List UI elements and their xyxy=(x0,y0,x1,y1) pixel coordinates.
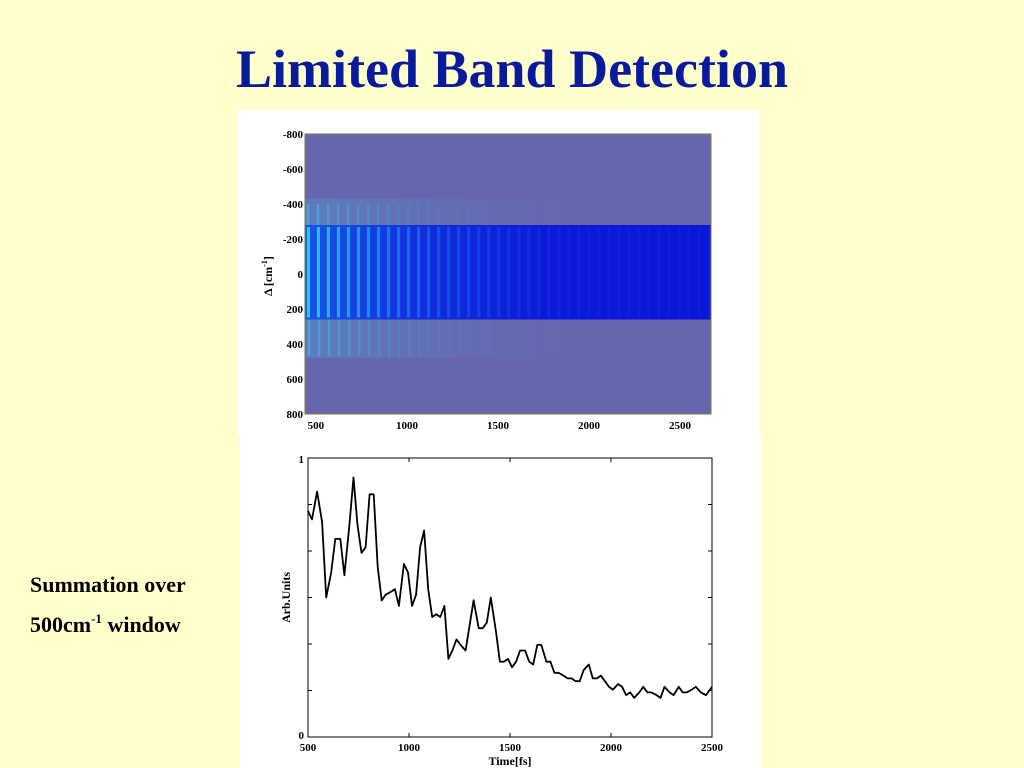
line-x-tick-label: 1500 xyxy=(499,742,522,754)
heatmap-x-tick-label: 500 xyxy=(308,420,325,432)
heatmap-y-tick-label: 400 xyxy=(287,339,304,351)
heatmap-y-tick-label: 200 xyxy=(287,304,304,316)
line-y-tick-label: 1 xyxy=(299,454,305,466)
summation-label-line1: Summation over xyxy=(30,572,186,597)
heatmap-x-tick-label: 1000 xyxy=(396,420,419,432)
line-y-axis-label: Arb.Units xyxy=(279,572,293,623)
summation-label: Summation over 500cm-1 window xyxy=(30,568,186,642)
heatmap-x-tick-label: 2000 xyxy=(578,420,601,432)
line-plot-frame xyxy=(307,457,713,738)
line-series xyxy=(307,476,713,699)
summation-label-prefix: 500cm xyxy=(30,612,92,637)
heatmap-y-tick-label: 600 xyxy=(287,374,304,386)
line-x-tick-label: 2000 xyxy=(600,742,623,754)
heatmap-x-tick-label: 2500 xyxy=(669,420,692,432)
line-chart-panel: 500 1000 1500 2000 2500 0 1 Time[fs] Arb.Units xyxy=(240,435,762,768)
line-y-tick-label: 0 xyxy=(299,730,305,742)
heatmap-frame xyxy=(304,133,712,415)
heatmap-panel: -800 -600 -400 -200 0 200 400 600 800 500 1000 1500… xyxy=(238,110,760,435)
heatmap-y-tick-label: 800 xyxy=(287,409,304,421)
heatmap-upper-glow xyxy=(305,198,711,225)
heatmap-lower-glow xyxy=(305,319,711,358)
summation-label-suffix: window xyxy=(101,612,181,637)
line-x-tick-label: 2500 xyxy=(701,742,724,754)
heatmap-y-tick-label: -200 xyxy=(283,234,304,246)
heatmap-band-glow xyxy=(305,225,711,320)
line-x-tick-label: 500 xyxy=(300,742,317,754)
slide-title: Limited Band Detection xyxy=(236,39,788,99)
heatmap-y-tick-label: -400 xyxy=(283,199,304,211)
line-chart: 500 1000 1500 2000 2500 0 1 Time[fs] Arb.Units xyxy=(279,454,724,768)
heatmap-y-axis-label: Δ [cm-1] xyxy=(260,256,275,296)
heatmap-chart: -800 -600 -400 -200 0 200 400 600 800 500 1000 1500… xyxy=(260,129,712,432)
heatmap-y-tick-label: -600 xyxy=(283,164,304,176)
heatmap-x-tick-label: 1500 xyxy=(487,420,510,432)
summation-label-line2: 500cm-1 window xyxy=(30,602,186,642)
line-x-axis-label: Time[fs] xyxy=(488,754,531,768)
summation-label-sup: -1 xyxy=(91,611,102,626)
heatmap-y-tick-label: -800 xyxy=(283,129,304,141)
line-x-tick-label: 1000 xyxy=(398,742,421,754)
heatmap-y-tick-label: 0 xyxy=(298,269,304,281)
